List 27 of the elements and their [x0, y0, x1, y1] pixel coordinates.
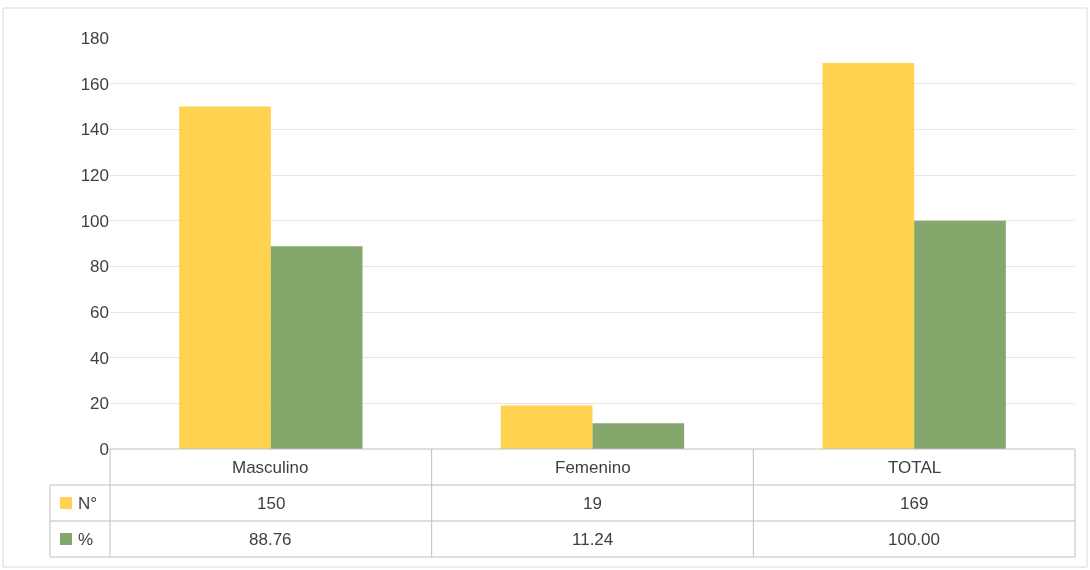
bar [270, 246, 363, 449]
data-label: 19 [583, 494, 602, 513]
bar [592, 423, 685, 449]
x-tick-label: Masculino [232, 458, 309, 477]
data-label: 169 [900, 494, 929, 513]
data-label: 11.24 [572, 530, 614, 549]
y-tick-label: 60 [90, 302, 109, 322]
bar [179, 106, 271, 449]
y-tick-label: 100 [80, 211, 109, 231]
x-tick-label: Femenino [555, 458, 631, 477]
y-tick-label: 80 [90, 257, 109, 277]
bar [822, 63, 915, 449]
legend-label: % [78, 530, 94, 549]
bar [914, 220, 1006, 449]
data-label: 150 [257, 494, 286, 513]
y-tick-label: 180 [80, 28, 109, 48]
data-label: 100.00 [888, 530, 940, 549]
y-tick-label: 140 [80, 120, 109, 140]
y-tick-label: 160 [80, 74, 109, 94]
legend-label: N° [78, 494, 98, 513]
y-tick-label: 0 [99, 439, 109, 459]
y-tick-label: 40 [90, 348, 109, 368]
y-tick-label: 120 [80, 165, 109, 185]
bar [500, 405, 593, 449]
data-label: 88.76 [249, 530, 292, 549]
y-tick-label: 20 [90, 394, 109, 414]
x-tick-label: TOTAL [888, 458, 942, 477]
